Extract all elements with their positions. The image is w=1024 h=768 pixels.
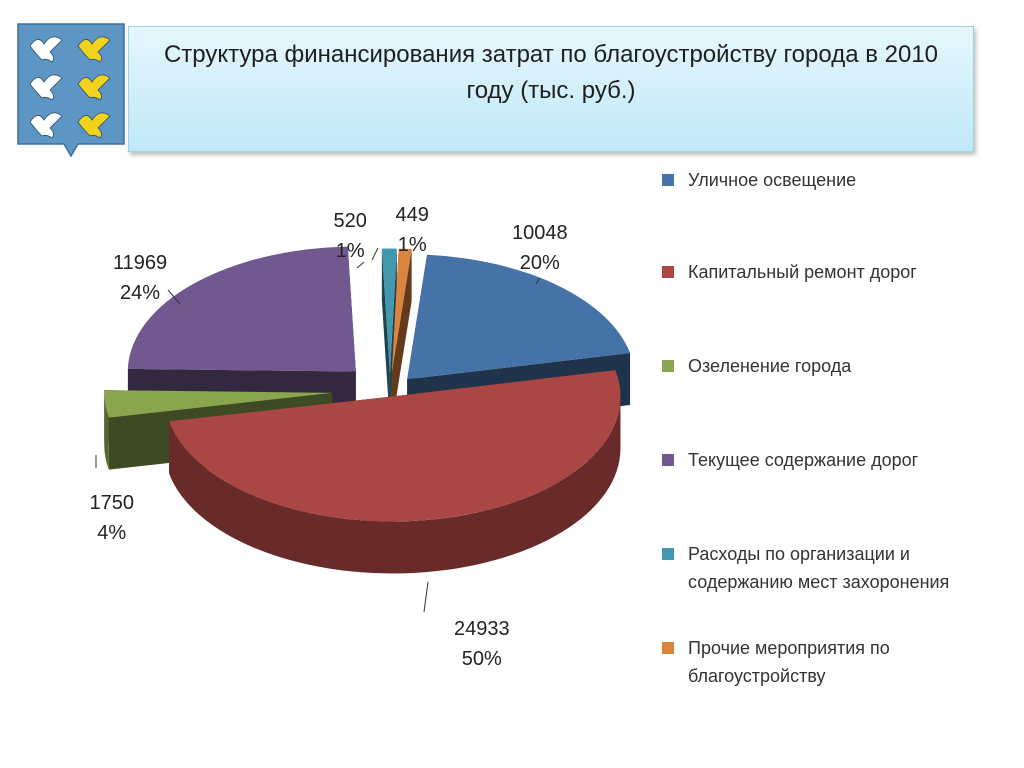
legend-item: Прочие мероприятия по благоустройству [662,634,982,690]
pie-slice-rim [104,392,109,470]
leader-line [167,289,181,305]
pie-slice [391,248,412,426]
bird-icon [77,74,111,101]
data-label-value: 10048 [512,222,568,244]
legend-swatch [662,642,674,654]
data-label-percent: 1% [397,234,427,256]
data-label-value: 24933 [454,618,510,640]
legend-item: Расходы по организации и содержанию мест… [662,540,982,596]
legend-label: Прочие мероприятия по благоустройству [688,638,890,686]
leader-line [423,581,429,613]
data-label-percent: 20% [519,252,560,274]
bird-icon [29,112,63,139]
bird-icon [77,36,111,63]
bird-icon [77,112,111,139]
data-label: 449 1% [396,200,429,260]
legend-swatch [662,266,674,278]
data-label-value: 449 [395,204,429,226]
data-label-value: 520 [333,210,367,232]
data-label-percent: 24% [120,282,161,304]
pie-slice [169,370,621,574]
chart-title: Структура финансирования затрат по благо… [163,41,939,104]
bird-icon [29,74,63,101]
data-label-value: 1750 [89,492,135,514]
data-label: 10048 20% [512,218,568,278]
legend-label: Расходы по организации и содержанию мест… [688,544,950,592]
legend-item: Текущее содержание дорог [662,446,982,474]
legend-item: Уличное освещение [662,166,982,194]
pie-slice-rim [169,396,621,574]
legend-label: Текущее содержание дорог [688,450,919,470]
data-label: 520 1% [334,206,367,266]
leader-line [535,277,541,285]
data-label: 11969 24% [113,248,167,308]
legend-item: Капитальный ремонт дорог [662,258,982,286]
pie-slice-wall [389,248,397,426]
legend-swatch [662,360,674,372]
bird-icon [29,36,63,63]
pie-slice-wall [391,249,412,426]
pie-slice-top [407,254,631,380]
legend-label: Озеленение города [688,356,852,376]
pie-slice [381,248,397,426]
pie-slice-wall [381,248,390,426]
pie-slice-top [169,370,621,522]
pie-slice-top [127,246,356,372]
legend-swatch [662,174,674,186]
data-label-percent: 50% [461,648,502,670]
data-label: 24933 50% [454,614,510,674]
legend-label: Уличное освещение [688,170,857,190]
pie-slice-top [381,248,397,374]
data-label-percent: 4% [97,522,127,544]
legend-swatch [662,454,674,466]
leader-line [356,261,365,269]
data-label-percent: 1% [335,240,365,262]
city-coat-of-arms-icon [16,22,126,158]
pie-slice-top [391,248,412,374]
data-label: 1750 4% [90,488,135,548]
pie-slice-top [104,390,333,418]
legend-item: Озеленение города [662,352,982,380]
legend-label: Капитальный ремонт дорог [688,262,917,282]
title-panel: Структура финансирования затрат по благо… [128,26,974,152]
leader-line [371,247,379,261]
legend-swatch [662,548,674,560]
data-label-value: 11969 [113,252,168,274]
